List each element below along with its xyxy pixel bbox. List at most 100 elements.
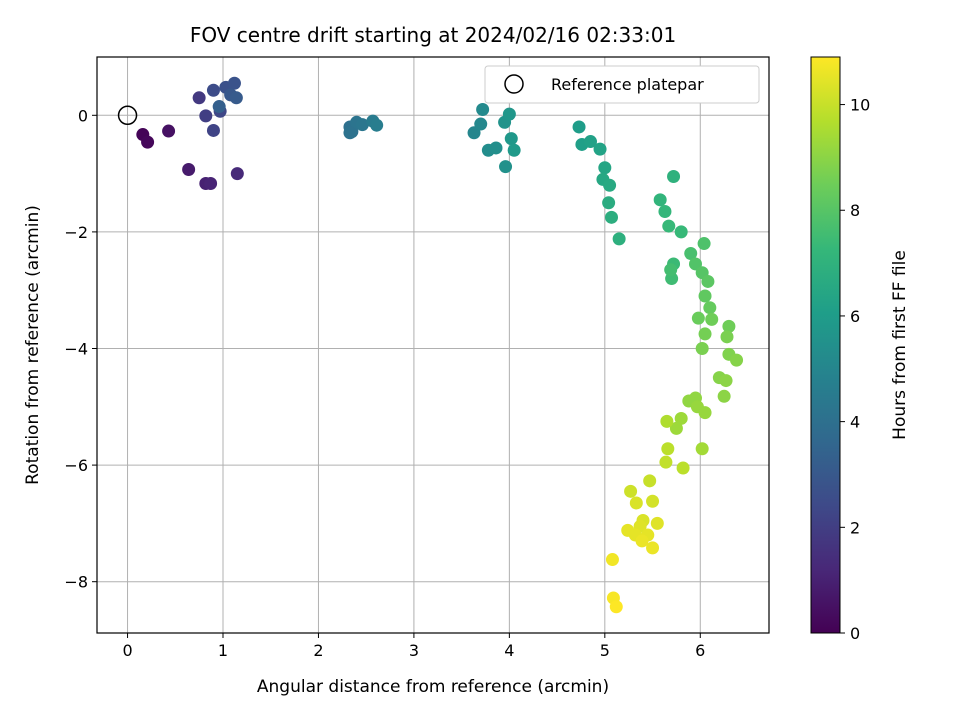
data-point <box>667 170 681 184</box>
data-point <box>730 353 744 367</box>
data-point <box>609 600 623 614</box>
x-tick-label: 3 <box>409 641 419 660</box>
data-point <box>476 102 490 116</box>
data-point <box>720 330 734 344</box>
data-point <box>603 178 617 192</box>
data-point <box>572 120 586 134</box>
data-point <box>635 534 649 548</box>
data-point <box>703 301 717 315</box>
data-point <box>698 327 712 341</box>
grid-lines <box>97 57 769 633</box>
data-point <box>229 91 243 105</box>
legend: Reference platepar <box>484 65 760 104</box>
data-point <box>343 126 357 140</box>
colorbar-tick-label: 10 <box>850 96 870 115</box>
x-axis-ticks: 0 1 2 3 4 5 6 <box>122 633 705 660</box>
data-point <box>624 484 638 498</box>
colorbar-label: Hours from first FF file <box>890 250 910 440</box>
data-point <box>355 118 369 132</box>
data-point <box>660 414 674 428</box>
data-point <box>593 142 607 156</box>
x-tick-label: 2 <box>313 641 323 660</box>
data-point <box>204 177 218 191</box>
x-axis-label: Angular distance from reference (arcmin) <box>257 677 609 697</box>
data-point <box>674 411 688 425</box>
data-point <box>598 161 612 175</box>
data-point <box>695 442 709 456</box>
colorbar-tick-label: 6 <box>850 307 860 326</box>
data-point <box>141 135 155 149</box>
data-point <box>662 219 676 233</box>
y-tick-label: −6 <box>64 456 88 475</box>
data-point <box>658 204 672 218</box>
data-point <box>605 553 619 567</box>
data-point <box>206 123 220 137</box>
x-tick-label: 1 <box>218 641 228 660</box>
data-point <box>695 341 709 355</box>
y-tick-label: −2 <box>64 223 88 242</box>
data-point <box>206 83 220 97</box>
data-point <box>646 541 660 555</box>
data-point <box>691 311 705 325</box>
colorbar-tick-label: 4 <box>850 413 860 432</box>
chart-title: FOV centre drift starting at 2024/02/16 … <box>190 23 676 47</box>
data-point <box>605 210 618 224</box>
y-axis-label: Rotation from reference (arcmin) <box>23 205 43 485</box>
data-point <box>602 196 616 210</box>
x-tick-label: 6 <box>695 641 705 660</box>
data-point <box>584 135 597 149</box>
data-point <box>370 118 384 132</box>
data-point <box>182 163 196 177</box>
colorbar-tick-label: 8 <box>850 201 860 220</box>
x-tick-label: 5 <box>600 641 610 660</box>
y-tick-label: 0 <box>78 106 88 125</box>
colorbar <box>810 56 841 634</box>
plot-frame <box>96 56 770 634</box>
data-point <box>230 167 244 181</box>
data-point <box>705 312 719 326</box>
data-point <box>676 461 690 475</box>
legend-marker-icon <box>504 74 524 94</box>
data-point <box>664 263 678 277</box>
data-point <box>643 474 657 488</box>
data-point <box>629 496 643 510</box>
data-point <box>646 494 660 508</box>
data-point <box>661 442 675 456</box>
data-point <box>199 109 213 123</box>
data-point <box>489 141 503 155</box>
data-point <box>507 143 521 157</box>
colorbar-tick-label: 0 <box>850 624 860 643</box>
data-point <box>650 516 664 530</box>
colorbar-tick-label: 2 <box>850 518 860 537</box>
colorbar-ticks: 0 2 4 6 8 10 <box>840 96 870 643</box>
data-point <box>653 193 667 207</box>
x-tick-label: 0 <box>122 641 132 660</box>
data-point <box>499 160 513 174</box>
data-point <box>474 117 488 131</box>
data-point <box>717 389 731 403</box>
x-tick-label: 4 <box>504 641 514 660</box>
data-point <box>612 232 626 246</box>
data-point <box>684 246 698 260</box>
data-point <box>192 91 206 105</box>
data-point <box>698 289 712 303</box>
data-point <box>659 455 673 469</box>
reference-point-marker <box>117 105 138 126</box>
data-point <box>502 107 516 121</box>
data-point <box>227 76 241 90</box>
legend-box <box>484 65 760 104</box>
data-point <box>162 124 176 138</box>
data-point <box>504 132 518 146</box>
data-points <box>117 76 744 614</box>
data-point <box>697 237 711 251</box>
data-point <box>698 406 712 420</box>
y-tick-label: −4 <box>64 339 88 358</box>
y-axis-ticks: 0 −2 −4 −6 −8 <box>64 106 97 592</box>
data-point <box>701 274 715 288</box>
data-point <box>212 100 226 114</box>
legend-entry-reference: Reference platepar <box>551 75 704 94</box>
data-point <box>722 319 736 333</box>
data-point <box>669 421 683 435</box>
y-tick-label: −8 <box>64 573 88 592</box>
